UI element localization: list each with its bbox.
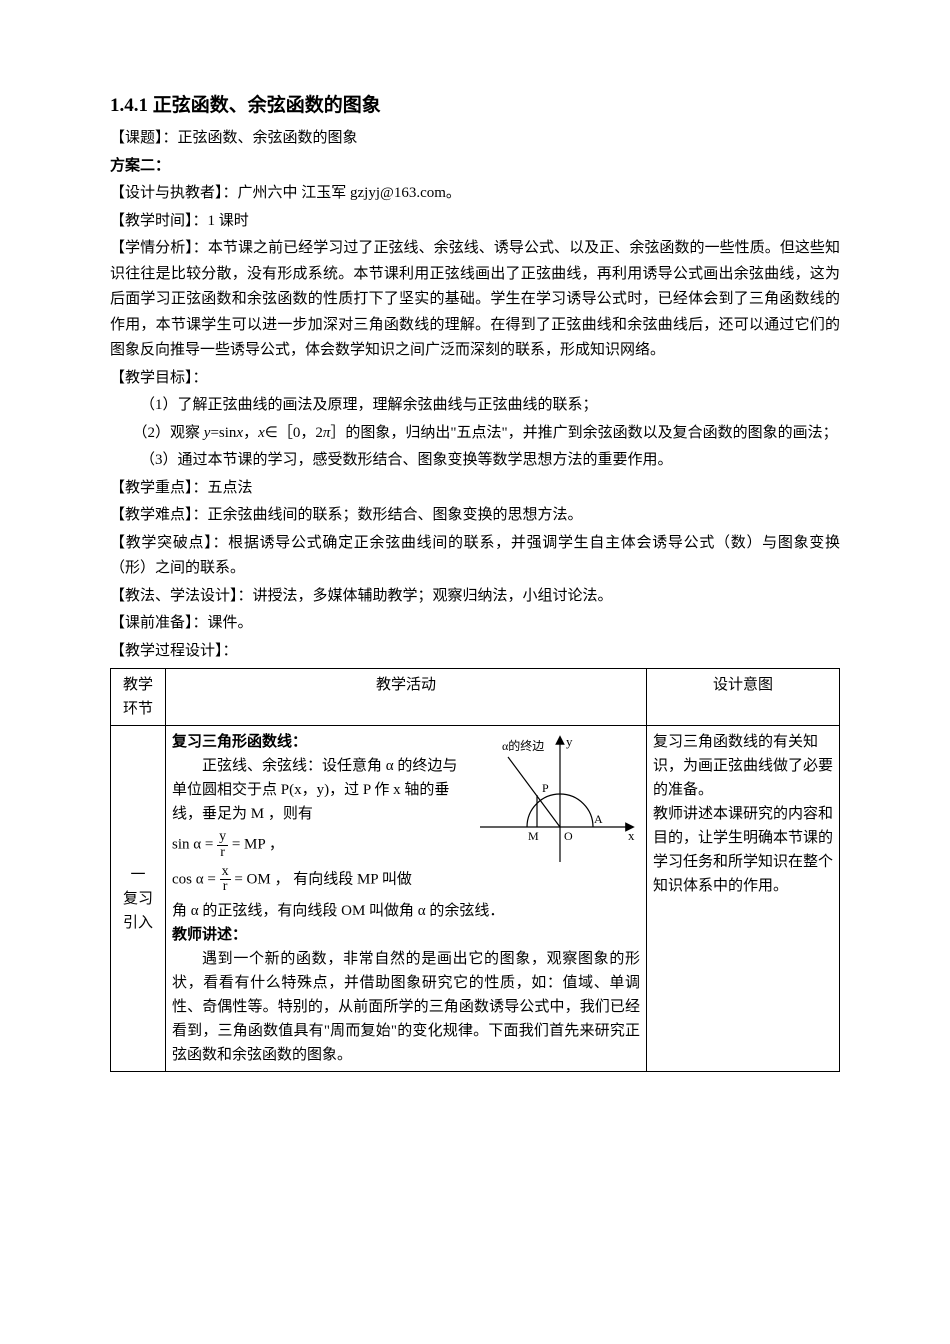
- stage-c: 引入: [117, 911, 159, 935]
- prep-label: 【课前准备】：: [110, 615, 208, 631]
- diagram-label-O: O: [564, 829, 573, 843]
- table-header-row: 教学环节 教学活动 设计意图: [111, 669, 840, 726]
- title-number: 1.4.1: [110, 95, 148, 116]
- prep-value: 课件。: [208, 615, 253, 631]
- cos-tail: 有向线段 MP 叫做: [293, 871, 412, 887]
- cell-activity: y x α的终边 P M O A 复习三角形函数线： 正弦线、余弦线：设任意角 …: [166, 726, 647, 1072]
- design-p1: 复习三角函数线的有关知识，为画正弦曲线做了必要的准备。: [653, 730, 833, 802]
- cell-design: 复习三角函数线的有关知识，为画正弦曲线做了必要的准备。 教师讲述本课研究的内容和…: [647, 726, 840, 1072]
- table-row: 一 复习 引入 y x α: [111, 726, 840, 1072]
- cell-stage: 一 复习 引入: [111, 726, 166, 1072]
- title-text: 正弦函数、余弦函数的图象: [153, 95, 381, 116]
- sin-num: y: [217, 830, 228, 846]
- cos-num: x: [220, 865, 231, 881]
- diagram-label-M: M: [528, 829, 539, 843]
- designer-line: 【设计与执教者】：广州六中 江玉军 gzjyj@163.com。: [110, 181, 840, 207]
- designer-label: 【设计与执教者】：: [110, 185, 238, 201]
- activity-h2: 教师讲述：: [172, 923, 640, 947]
- process-table: 教学环节 教学活动 设计意图 一 复习 引入: [110, 668, 840, 1072]
- goal-2: （2）观察 y=sinx，x∈［0，2π］的图象，归纳出"五点法"，并推广到余弦…: [110, 421, 840, 447]
- sin-lhs: sin α =: [172, 837, 213, 853]
- goal2-f: x: [258, 425, 265, 441]
- header-design: 设计意图: [647, 669, 840, 726]
- situation-line: 【学情分析】：本节课之前已经学习过了正弦线、余弦线、诱导公式、以及正、余弦函数的…: [110, 236, 840, 364]
- keypoint-label: 【教学重点】：: [110, 480, 208, 496]
- diagram-label-y: y: [566, 734, 573, 749]
- sin-den: r: [217, 846, 228, 861]
- goal2-c: =sin: [210, 425, 236, 441]
- stage-a: 一: [117, 863, 159, 887]
- doc-title: 1.4.1 正弦函数、余弦函数的图象: [110, 90, 840, 122]
- cos-fraction: x r: [220, 865, 231, 895]
- topic-label: 【课题】：: [110, 130, 178, 146]
- goal-1: （1）了解正弦曲线的画法及原理，理解余弦曲线与正弦曲线的联系；: [110, 393, 840, 419]
- goal2-i: ］的图象，归纳出"五点法"，并推广到余弦函数以及复合函数的图象的画法；: [330, 425, 837, 441]
- prep-line: 【课前准备】：课件。: [110, 611, 840, 637]
- goal2-g: ∈［0，2: [265, 425, 323, 441]
- activity-p3: 遇到一个新的函数，非常自然的是画出它的图象，观察图象的形状，看看有什么特殊点，并…: [172, 947, 640, 1067]
- goal2-a: （2）观察: [133, 425, 204, 441]
- method-label: 【教法、学法设计】：: [110, 588, 253, 604]
- keypoint-line: 【教学重点】：五点法: [110, 476, 840, 502]
- time-line: 【教学时间】：1 课时: [110, 209, 840, 235]
- cos-rhs: = OM ，: [234, 871, 289, 887]
- goals-label: 【教学目标】：: [110, 366, 840, 392]
- stage-b: 复习: [117, 887, 159, 911]
- method-value: 讲授法，多媒体辅助教学；观察归纳法，小组讨论法。: [253, 588, 613, 604]
- difficulty-value: 正余弦曲线间的联系；数形结合、图象变换的思想方法。: [208, 507, 583, 523]
- difficulty-label: 【教学难点】：: [110, 507, 208, 523]
- header-activity: 教学活动: [166, 669, 647, 726]
- process-label: 【教学过程设计】：: [110, 639, 840, 665]
- method-line: 【教法、学法设计】：讲授法，多媒体辅助教学；观察归纳法，小组讨论法。: [110, 584, 840, 610]
- cos-lhs: cos α =: [172, 871, 216, 887]
- situation-value: 本节课之前已经学习过了正弦线、余弦线、诱导公式、以及正、余弦函数的一些性质。但这…: [110, 240, 840, 358]
- diagram-label-A: A: [594, 812, 603, 826]
- cos-den: r: [220, 880, 231, 895]
- topic-line: 【课题】：正弦函数、余弦函数的图象: [110, 126, 840, 152]
- diagram-label-terminal: α的终边: [502, 738, 544, 753]
- keypoint-value: 五点法: [208, 480, 253, 496]
- activity-p2: 角 α 的正弦线，有向线段 OM 叫做角 α 的余弦线．: [172, 899, 640, 923]
- sin-fraction: y r: [217, 830, 228, 860]
- goal2-e: ，: [243, 425, 258, 441]
- time-value: 1 课时: [208, 213, 249, 229]
- diagram-label-x: x: [628, 828, 635, 843]
- breakthrough-line: 【教学突破点】：根据诱导公式确定正余弦曲线间的联系，并强调学生自主体会诱导公式（…: [110, 531, 840, 582]
- breakthrough-label: 【教学突破点】：: [110, 535, 228, 551]
- unit-circle-diagram: y x α的终边 P M O A: [470, 732, 640, 872]
- sin-rhs: = MP ，: [232, 837, 284, 853]
- design-p2: 教师讲述本课研究的内容和目的，让学生明确本节课的学习任务和所学知识在整个知识体系…: [653, 802, 833, 898]
- situation-label: 【学情分析】：: [110, 240, 208, 256]
- difficulty-line: 【教学难点】：正余弦曲线间的联系；数形结合、图象变换的思想方法。: [110, 503, 840, 529]
- topic-value: 正弦函数、余弦函数的图象: [178, 130, 358, 146]
- time-label: 【教学时间】：: [110, 213, 208, 229]
- plan-label: 方案二：: [110, 154, 840, 180]
- goal-3: （3）通过本节课的学习，感受数形结合、图象变换等数学思想方法的重要作用。: [110, 448, 840, 474]
- diagram-label-P: P: [542, 781, 549, 795]
- designer-value: 广州六中 江玉军 gzjyj@163.com。: [238, 185, 461, 201]
- header-stage: 教学环节: [111, 669, 166, 726]
